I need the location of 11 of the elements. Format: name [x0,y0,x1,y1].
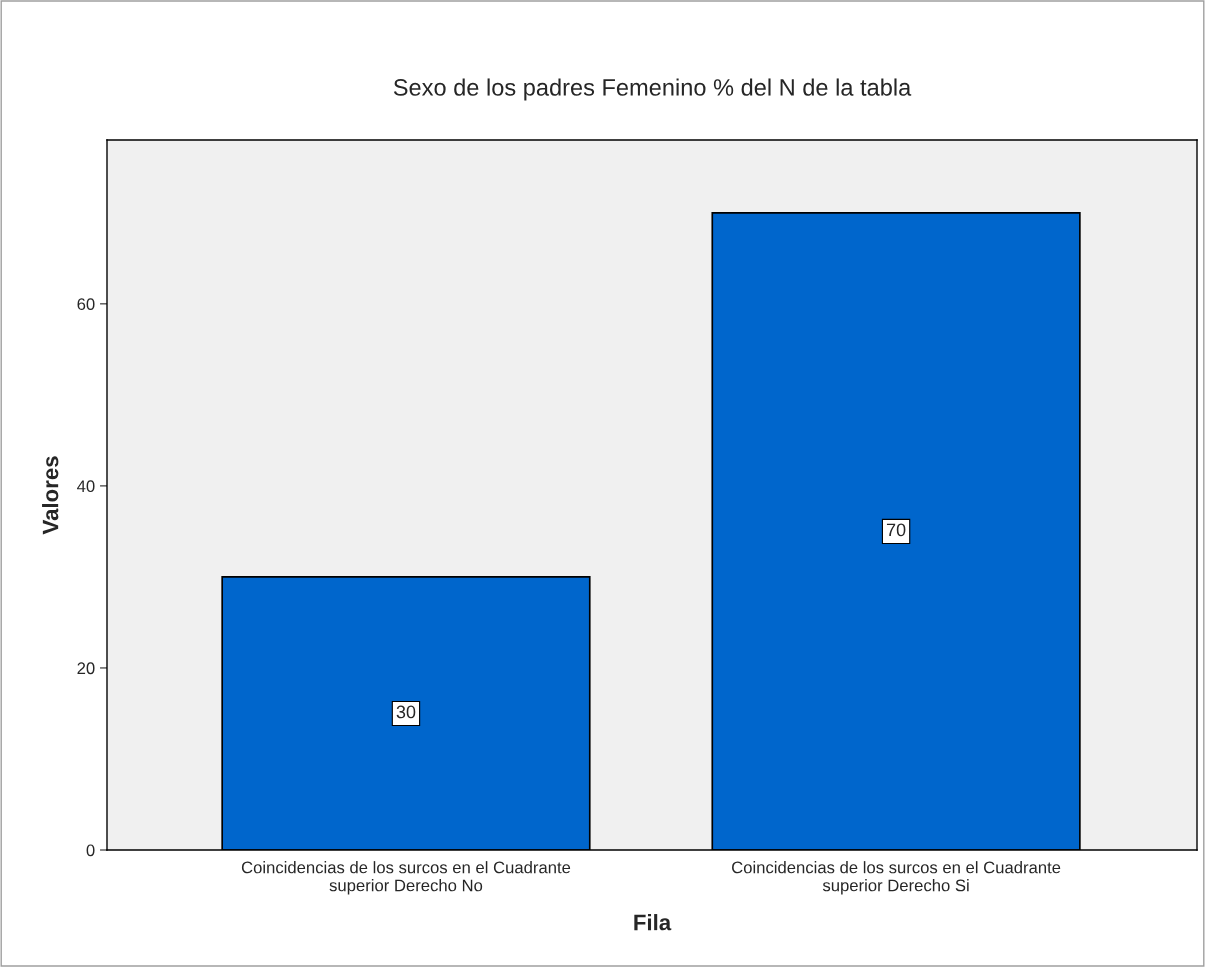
y-tick-label: 20 [77,662,95,675]
x-tick-label: Coincidencias de los surcos en el Cuadrante superior Derecho Si [732,861,1061,895]
data-label: 70 [886,523,906,537]
y-tick-label: 40 [77,480,95,493]
x-axis-title: Fila [634,914,672,931]
y-tick-label: 0 [86,844,95,857]
chart-title: Sexo de los padres Femenino % del N de la tabla [393,78,912,101]
y-tick-label: 60 [77,298,95,311]
y-axis-title: Valores [42,456,59,535]
x-tick-label: Coincidencias de los surcos en el Cuadrante superior Derecho No [241,861,571,895]
data-label: 30 [396,705,416,719]
